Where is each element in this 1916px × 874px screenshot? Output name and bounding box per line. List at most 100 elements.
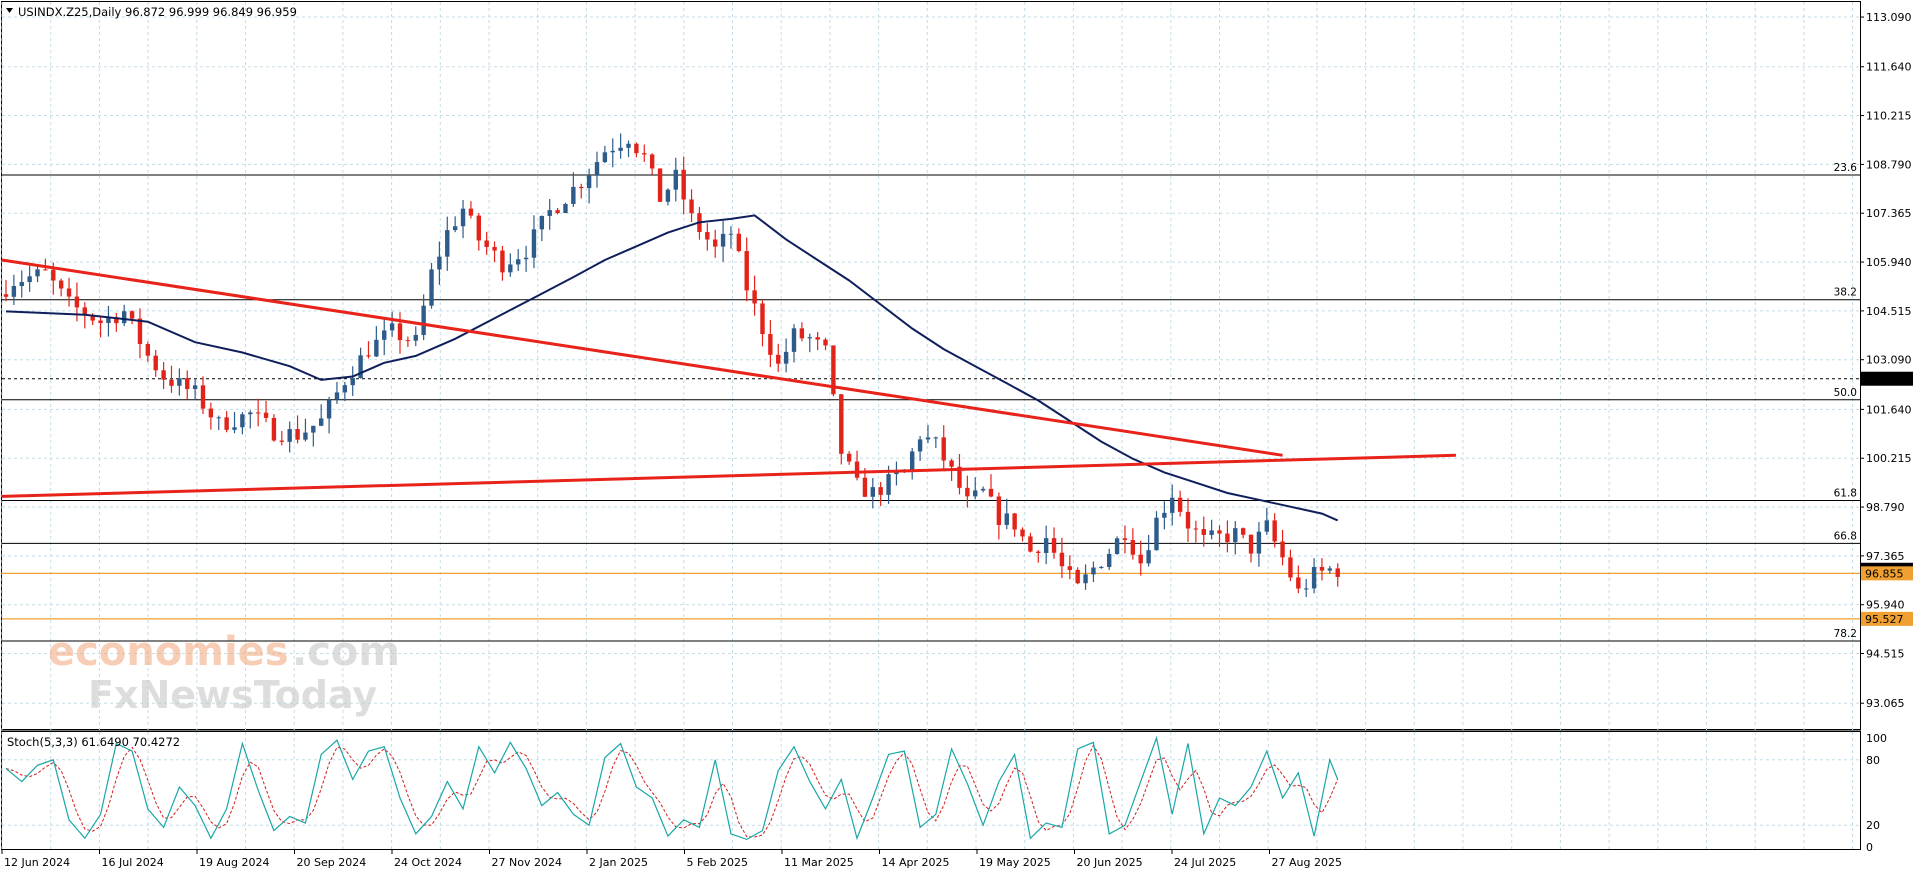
stoch-main-line [5,735,1339,841]
candle-bear [831,345,836,395]
candle-bear [484,240,489,248]
candle-bull [910,451,915,471]
y-tick-label: 95.940 [1866,599,1905,612]
candle-bull [303,432,308,440]
candle-bull [1083,574,1088,584]
time-axis: 12 Jun 2024 16 Jul 2024 19 Aug 2024 20 Sep … [1,850,1342,869]
candle-bull [791,328,797,352]
candle-bear [1130,540,1136,555]
candle-bear [1319,566,1325,571]
triangle-down-icon[interactable] [6,8,13,13]
candle-bear [878,487,883,495]
candle-bull [917,439,923,452]
x-tick-label: 14 Apr 2025 [882,856,950,869]
chart-header: USINDX.Z25,Daily 96.872 96.999 96.849 96… [6,5,297,19]
candle-bear [43,269,48,271]
y-tick-label: 113.090 [1866,11,1912,24]
candle-bull [192,385,198,390]
candle-bull [1233,528,1238,543]
candle-bull [870,487,875,497]
candle-bear [1012,513,1017,530]
candle-bear [90,315,95,321]
candle-bull [618,147,623,151]
candle-bear [996,496,1002,525]
candle-bear [114,317,119,324]
candle-bull [1146,550,1151,564]
candle-bull [232,427,237,430]
watermark: economies .com FxNewsToday [48,629,400,717]
candle-bull [523,257,529,260]
candle-bull [1311,566,1317,589]
candle-bull [1099,566,1104,568]
candle-bear [1335,568,1340,577]
candle-bull [1043,538,1049,553]
horizontal-levels: 23.6 38.2 50.0 61.8 66.8 78.2 [2,162,1860,642]
candle-bear [279,440,284,442]
candle-bull [326,399,332,419]
candle-bear [271,417,277,441]
watermark-dotcom: .com [292,629,400,675]
candle-bear [657,168,663,202]
fib-level-label: 66.8 [1834,530,1857,542]
support-level-tag-bg [1861,611,1913,626]
candle-bear [492,247,497,251]
stochastic-pane: 100 80 20 0 [5,732,1887,854]
candle-bull [1264,520,1269,532]
symbol-label: USINDX.Z25,Daily [18,5,122,19]
candle-bear [58,280,64,289]
candle-bear [1122,538,1128,541]
candle-bull [240,414,245,428]
candle-bull [665,189,671,202]
candle-bear [988,488,994,497]
trend-lines[interactable] [1,258,1456,498]
support-level-tag: 95.527 [1865,613,1904,626]
candle-bear [1185,511,1191,529]
main-pane-frame [1,1,1861,730]
candle-bear [3,294,9,297]
candlesticks [3,133,1340,598]
candle-bear [1272,520,1277,542]
candle-bear [200,385,206,409]
candle-bull [933,437,939,439]
stoch-label: Stoch(5,3,3) 61.6490 70.4272 [7,735,180,749]
candle-bull [571,186,576,204]
candle-bear [1067,566,1072,570]
y-tick-label: 93.065 [1866,697,1905,710]
fib-level-label: 38.2 [1834,287,1857,299]
candle-bear [224,417,229,430]
candle-bear [208,408,214,418]
candle-bear [642,153,647,155]
candle-bear [263,412,269,418]
candle-bear [823,339,828,346]
candle-bear [744,251,749,291]
candle-bear [1193,528,1199,530]
candle-bull [1162,512,1167,518]
candle-bear [768,334,773,355]
candle-bear [1020,529,1025,537]
ohlc-values: 96.872 96.999 96.849 96.959 [125,5,297,19]
y-tick-label: 104.515 [1866,305,1912,318]
y-tick-label: 110.215 [1866,110,1912,123]
x-tick-label: 16 Jul 2024 [102,856,164,869]
x-tick-label: 20 Sep 2024 [297,856,367,869]
fib-level-label: 61.8 [1834,488,1857,500]
candle-bull [1114,538,1120,554]
y-tick-label: 100.215 [1866,452,1912,465]
candle-bear [965,487,970,497]
candle-bear [1177,497,1183,512]
candle-bull [319,418,324,426]
candle-bull [547,210,552,216]
dotted-level-tag-bg [1861,371,1913,386]
candle-bull [287,429,292,442]
candle-bull [445,230,450,257]
candle-bull [602,152,608,163]
candle-bull [452,226,458,231]
candle-bear [161,370,166,380]
candle-bull [728,233,734,235]
candle-bull [106,317,111,324]
candle-bear [1051,538,1057,553]
candle-bull [1304,588,1309,590]
candle-bull [177,378,182,386]
candle-bull [389,323,395,331]
